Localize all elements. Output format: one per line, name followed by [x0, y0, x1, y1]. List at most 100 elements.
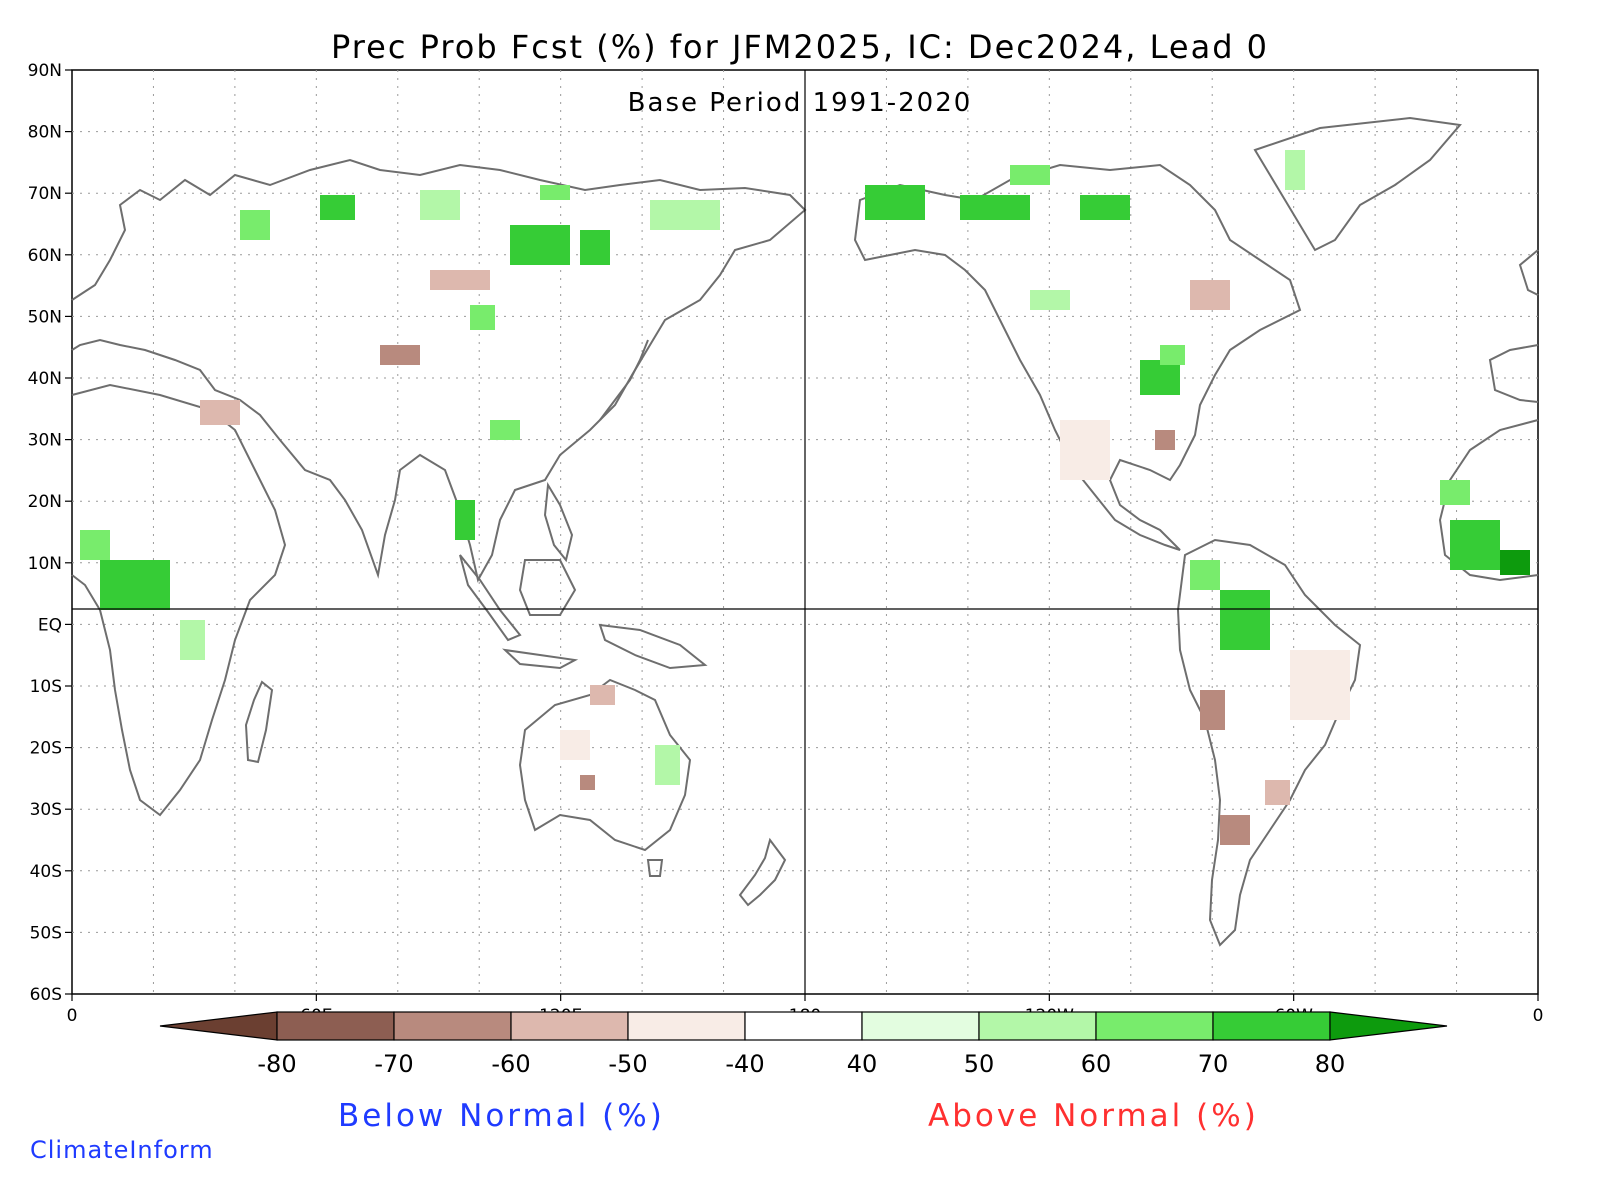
lat-label: 70N	[28, 184, 62, 204]
below-normal-label: Below Normal (%)	[338, 1098, 665, 1134]
colorbar-label: 50	[964, 1050, 995, 1078]
lat-label: 90N	[28, 61, 62, 81]
lat-label: 30S	[30, 800, 62, 820]
shade-patch	[100, 560, 170, 610]
shade-patch	[1160, 345, 1185, 365]
colorbar-box	[510, 1011, 629, 1041]
shade-patch	[590, 685, 615, 705]
shade-patch	[580, 775, 595, 790]
lat-label: 10S	[30, 677, 62, 697]
shade-patch	[1500, 550, 1530, 575]
shade-patch	[470, 305, 495, 330]
shade-patch	[1265, 780, 1290, 805]
java-coastline	[501, 648, 579, 670]
shade-patch	[865, 185, 925, 220]
colorbar-left-arrow	[159, 1011, 278, 1041]
map-subtitle: Base Period 1991-2020	[627, 88, 973, 118]
shade-patch	[1080, 195, 1130, 220]
colorbar-label: 80	[1315, 1050, 1346, 1078]
colorbar-label: 70	[1198, 1050, 1229, 1078]
colorbar-box	[1212, 1011, 1331, 1041]
colorbar-box	[276, 1011, 395, 1041]
shade-patch	[510, 225, 570, 265]
shade-patch	[1220, 815, 1250, 845]
lat-label: 40S	[30, 862, 62, 882]
graticule	[72, 70, 1538, 994]
coastlines	[71, 116, 1539, 947]
shade-patch	[320, 195, 355, 220]
iberia-right-coastline	[1488, 344, 1539, 403]
shade-patch	[1450, 520, 1500, 570]
shade-patch	[560, 730, 590, 760]
colorbar	[159, 1011, 1448, 1041]
philippines-coastline	[543, 481, 574, 563]
shade-patch	[80, 530, 110, 560]
borneo-coastline	[518, 559, 577, 616]
lat-label: 20N	[28, 492, 62, 512]
west-africa-right-coastline	[1438, 419, 1539, 582]
shade-patch	[1290, 650, 1350, 720]
shade-patch	[1140, 360, 1180, 395]
colorbar-label: -60	[491, 1050, 530, 1078]
shade-patch	[1190, 560, 1220, 590]
colorbar-box	[744, 1011, 863, 1041]
lat-label: 80N	[28, 123, 62, 143]
shade-patch	[240, 210, 270, 240]
lat-label: 10N	[28, 554, 62, 574]
colorbar-label: -50	[608, 1050, 647, 1078]
south-america-coastline	[1176, 538, 1362, 947]
lat-label: 40N	[28, 369, 62, 389]
credit-label: ClimateInform	[30, 1136, 214, 1164]
tasmania-coastline	[646, 859, 664, 877]
north-america-coastline	[853, 163, 1302, 551]
shade-patch	[380, 345, 420, 365]
colorbar-labels: -80 -70 -60 -50 -40 40 50 60 70 80	[257, 1050, 1345, 1078]
shade-patch	[490, 420, 520, 440]
madagascar-coastline	[244, 680, 274, 764]
shade-patch	[455, 500, 475, 540]
probability-shading	[80, 150, 1530, 845]
shade-patch	[1220, 590, 1270, 650]
australia-coastline	[518, 678, 692, 852]
shade-patch	[1010, 165, 1050, 185]
latitude-labels: 90N 80N 70N 60N 50N 40N 30N 20N 10N EQ 10S 20S 30S 40…	[28, 61, 72, 1005]
colorbar-box	[861, 1011, 980, 1041]
lon-label: 0	[1533, 1006, 1544, 1026]
lat-label: 20S	[30, 739, 62, 759]
lat-label: 50S	[30, 923, 62, 943]
japan-coastline	[599, 339, 649, 421]
colorbar-label: -80	[257, 1050, 296, 1078]
shade-patch	[1060, 420, 1110, 480]
colorbar-box	[393, 1011, 512, 1041]
lat-label: 60S	[30, 985, 62, 1005]
shade-patch	[580, 230, 610, 265]
shade-patch	[1190, 280, 1230, 310]
lat-label: 60N	[28, 246, 62, 266]
colorbar-right-arrow	[1329, 1011, 1448, 1041]
shade-patch	[180, 620, 205, 660]
shade-patch	[1285, 150, 1305, 190]
map-title: Prec Prob Fcst (%) for JFM2025, IC: Dec2…	[330, 28, 1270, 66]
colorbar-box	[627, 1011, 746, 1041]
africa-coastline	[71, 383, 287, 817]
shade-patch	[960, 195, 1030, 220]
lat-label: 30N	[28, 431, 62, 451]
sumatra-coastline	[459, 554, 522, 642]
lat-label: EQ	[38, 615, 62, 635]
shade-patch	[1440, 480, 1470, 505]
new-guinea-coastline	[598, 623, 708, 670]
greenland-coastline	[1253, 116, 1462, 252]
lat-label: 50N	[28, 307, 62, 327]
shade-patch	[1200, 690, 1225, 730]
colorbar-box	[978, 1011, 1097, 1041]
colorbar-label: -40	[725, 1050, 764, 1078]
shade-patch	[430, 270, 490, 290]
shade-patch	[1030, 290, 1070, 310]
above-normal-label: Above Normal (%)	[928, 1098, 1259, 1134]
new-zealand-coastline	[738, 837, 787, 907]
colorbar-label: 60	[1081, 1050, 1112, 1078]
shade-patch	[1155, 430, 1175, 450]
colorbar-box	[1095, 1011, 1214, 1041]
shade-patch	[655, 745, 680, 785]
